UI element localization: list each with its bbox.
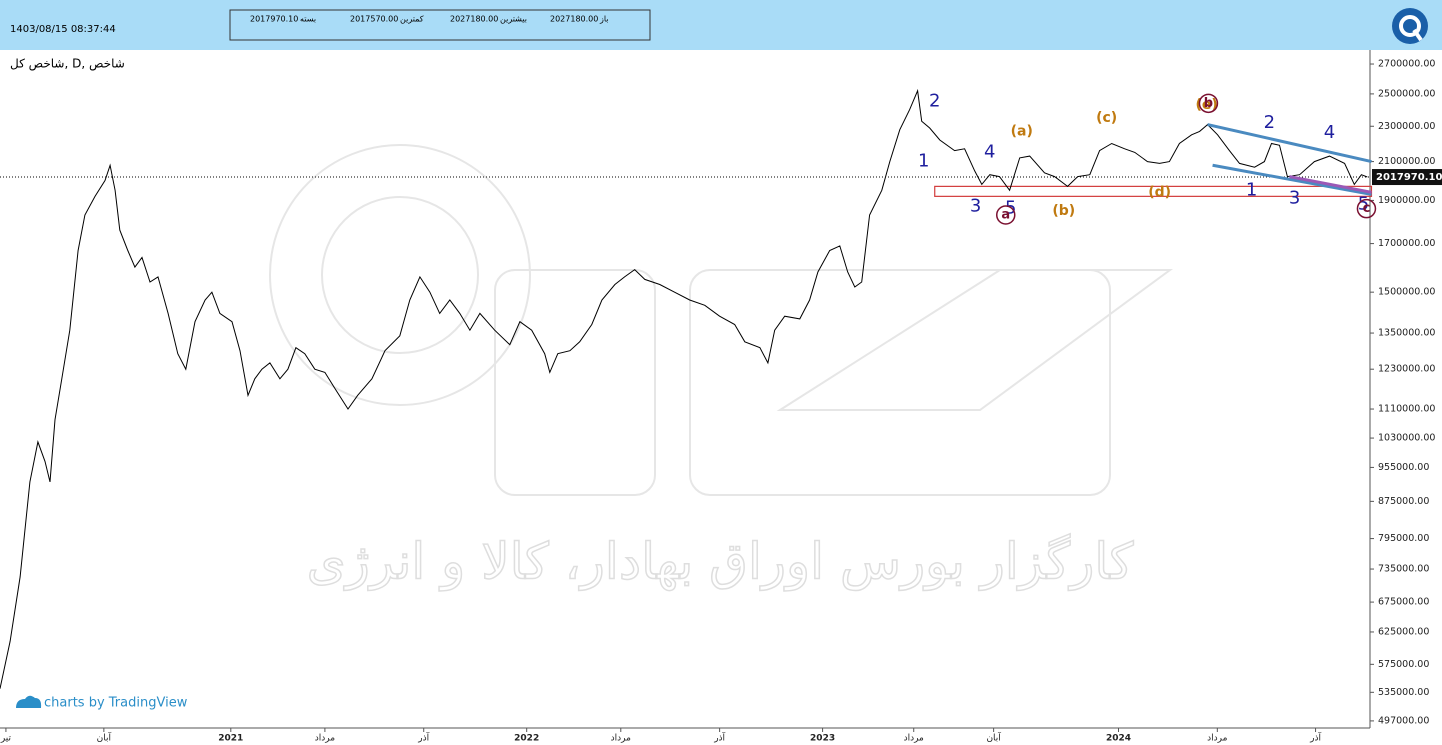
wave-circle <box>1198 93 1219 114</box>
ohlc-label: باز <box>599 15 609 24</box>
wave-label: 3 <box>970 196 981 217</box>
wave-label: 4 <box>984 141 995 162</box>
wave-label-circled: b <box>1204 96 1213 111</box>
y-tick-label: 535000.00 <box>1378 687 1429 698</box>
wave-label: 2 <box>929 91 940 112</box>
wave-label: 5 <box>1358 194 1369 215</box>
timestamp: 1403/08/15 08:37:44 <box>10 24 116 35</box>
wave-label-circled: c <box>1363 201 1371 216</box>
ohlc-value: 2027180.00 <box>450 15 498 24</box>
wave-label: 1 <box>918 151 929 172</box>
wave-label: 4 <box>1324 122 1335 143</box>
price-line <box>0 88 1368 689</box>
wave-label: (b) <box>1052 203 1075 219</box>
x-tick-label: 2023 <box>810 734 835 744</box>
ohlc-label: بسته <box>300 15 316 24</box>
trendline <box>1207 123 1372 164</box>
wave-label: 2 <box>1264 112 1275 133</box>
x-tick-label: 2022 <box>514 734 539 744</box>
y-tick-label: 2100000.00 <box>1378 156 1435 167</box>
y-tick-label: 2300000.00 <box>1378 121 1435 132</box>
x-tick-label: مرداد <box>904 734 924 744</box>
brand-logo <box>1392 8 1428 44</box>
y-tick-label: 497000.00 <box>1378 715 1429 726</box>
x-tick-label: مرداد <box>1207 734 1227 744</box>
y-tick-label: 795000.00 <box>1378 533 1429 544</box>
credit-text: charts by TradingView <box>44 696 188 711</box>
wave-circle <box>1356 198 1377 219</box>
y-tick-label: 2500000.00 <box>1378 88 1435 99</box>
wave-label: (a) <box>1011 123 1033 139</box>
y-tick-label: 1700000.00 <box>1378 238 1435 249</box>
ohlc-label: کمترین <box>400 15 424 24</box>
y-tick-label: 735000.00 <box>1378 564 1429 575</box>
y-tick-label: 1230000.00 <box>1378 364 1435 375</box>
trendline <box>1212 163 1372 196</box>
wave-circle <box>996 205 1016 225</box>
header-bar <box>0 0 1442 50</box>
x-tick-label: آذر <box>417 732 429 744</box>
x-tick-label: آبان <box>986 732 1001 744</box>
x-tick-label: 2021 <box>218 734 243 744</box>
y-tick-label: 1110000.00 <box>1378 404 1435 415</box>
y-tick-label: 675000.00 <box>1378 597 1429 608</box>
y-tick-label: 1350000.00 <box>1378 328 1435 339</box>
y-tick-label: 1500000.00 <box>1378 287 1435 298</box>
x-tick-label: 2024 <box>1106 734 1131 744</box>
last-price-box <box>1372 169 1442 186</box>
x-tick-label: آذر <box>713 732 725 744</box>
x-tick-label: آبان <box>97 732 112 744</box>
y-tick-label: 625000.00 <box>1378 626 1429 637</box>
ohlc-box <box>229 9 651 41</box>
wave-label: (c) <box>1096 110 1117 126</box>
y-tick-label: 875000.00 <box>1378 496 1429 507</box>
ohlc-value: 2027180.00 <box>550 15 598 24</box>
x-tick-label: مرداد <box>315 734 335 744</box>
ohlc-label: بیشترین <box>500 15 527 24</box>
y-tick-label: 955000.00 <box>1378 462 1429 473</box>
wave-label: (d) <box>1148 184 1171 200</box>
watermark-text: کارگزار بورس اوراق بهادار، کالا و انرژی <box>307 533 1134 592</box>
chart-title: شاخص کل, D, شاخص <box>10 57 125 72</box>
x-tick-label: مرداد <box>611 734 631 744</box>
x-tick-label: آذر <box>1309 732 1321 744</box>
wave-label-circled: a <box>1001 207 1010 222</box>
credit: charts by TradingView <box>16 696 188 711</box>
ohlc-value: 2017570.00 <box>350 15 398 24</box>
y-tick-label: 1900000.00 <box>1378 195 1435 206</box>
wave-label: 1 <box>1246 179 1257 200</box>
y-tick-label: 1030000.00 <box>1378 433 1435 444</box>
wave-label: 3 <box>1289 187 1300 208</box>
ohlc-value: 2017970.10 <box>250 15 298 24</box>
trendline <box>1289 175 1372 194</box>
last-price-label: 2017970.10 <box>1376 172 1442 183</box>
y-tick-label: 2700000.00 <box>1378 59 1435 70</box>
watermark-logo <box>269 144 1174 496</box>
y-tick-label: 575000.00 <box>1378 659 1429 670</box>
x-tick-label: تیر <box>0 734 12 744</box>
